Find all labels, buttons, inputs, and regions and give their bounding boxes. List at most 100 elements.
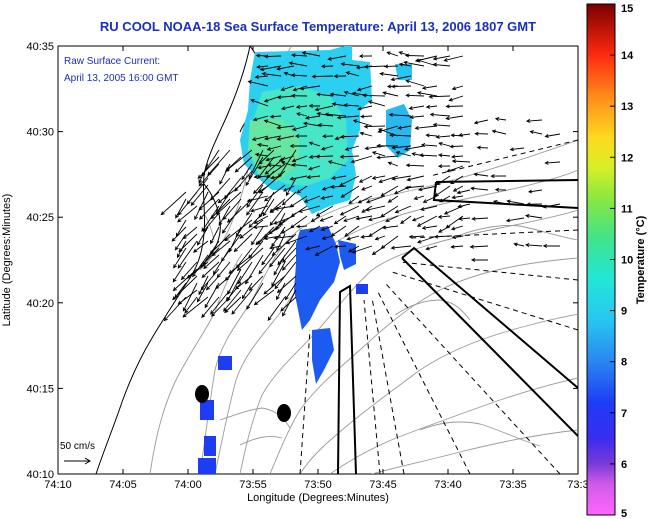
current-vector (437, 214, 451, 219)
current-vector (203, 254, 220, 270)
current-vector (173, 247, 187, 269)
current-vector (451, 235, 464, 240)
current-vector (397, 125, 412, 130)
current-vector (246, 184, 264, 208)
current-vector (257, 165, 269, 170)
current-vector (198, 163, 209, 184)
current-vector (284, 282, 297, 301)
current-vector (340, 134, 360, 139)
current-vector (247, 80, 269, 87)
current-vector (314, 105, 334, 112)
current-vector (457, 203, 471, 209)
current-vector (346, 235, 360, 241)
y-tick-label: 40:10 (26, 469, 54, 481)
current-vector (320, 195, 334, 200)
current-vector (437, 153, 451, 158)
current-vector (445, 104, 464, 109)
current-vector (233, 233, 253, 253)
current-vector (241, 163, 253, 181)
current-vector (302, 121, 321, 127)
current-vector (344, 225, 360, 237)
current-vector (382, 91, 399, 97)
current-vector (274, 205, 295, 211)
current-vector (345, 71, 360, 77)
current-vector (219, 163, 231, 185)
current-vector (458, 216, 471, 221)
current-vector (360, 185, 373, 191)
current-vector (266, 145, 282, 151)
x-tick-label: 74:00 (174, 479, 202, 491)
current-vector (264, 184, 286, 202)
current-vector (271, 233, 297, 256)
y-tick-label: 40:20 (26, 298, 54, 310)
current-vector (194, 191, 209, 221)
current-vector (388, 112, 412, 117)
current-vector (339, 154, 360, 159)
current-vector (296, 112, 308, 117)
current-vector (295, 224, 308, 229)
current-vector (469, 244, 489, 249)
current-vector (327, 55, 347, 61)
current-vector (251, 226, 264, 246)
current-vector (234, 156, 253, 173)
current-vector (308, 103, 321, 108)
current-vector (385, 215, 399, 223)
current-vector (290, 93, 308, 98)
x-tick-label: 73:55 (239, 479, 267, 491)
current-vector (261, 71, 282, 77)
current-vector (376, 155, 399, 160)
current-vector (224, 296, 242, 314)
current-vector (364, 145, 386, 151)
current-vector (276, 282, 286, 301)
colorbar-tick-label: 10 (621, 255, 633, 267)
y-axis: 40:10 40:15 40:20 40:25 40:30 40:35 (26, 41, 578, 481)
current-vector (256, 142, 269, 147)
current-vector (350, 155, 373, 164)
current-vector (239, 219, 264, 239)
current-vector (432, 55, 451, 61)
x-axis: 74:10 74:05 74:00 73:55 73:50 73:45 73:40 73:35… (44, 46, 589, 491)
current-vector (253, 215, 269, 224)
current-vector (450, 244, 464, 249)
sandy-hook (203, 183, 221, 261)
current-vector (525, 213, 543, 219)
current-vector (333, 244, 347, 249)
current-vector (271, 226, 286, 248)
current-vector (205, 275, 220, 291)
current-vector (339, 175, 360, 186)
current-vector (357, 195, 373, 204)
current-vector (327, 160, 347, 167)
current-vector (452, 185, 464, 192)
current-vector (432, 62, 451, 67)
current-vector (288, 61, 308, 67)
buoy-marker (195, 385, 209, 403)
current-vector (513, 242, 525, 247)
current-vector (400, 215, 412, 224)
current-vector (276, 125, 295, 130)
current-vector (245, 156, 264, 187)
colorbar-label: Temperature (°C) (635, 215, 647, 304)
current-vector (413, 195, 425, 200)
current-vector (289, 175, 308, 181)
current-vector (420, 205, 438, 211)
current-vector (253, 289, 275, 306)
current-vector (251, 135, 269, 142)
current-vector (451, 85, 464, 91)
current-vector (403, 145, 425, 151)
current-vector (374, 235, 386, 241)
current-vector (371, 245, 386, 256)
current-vector (387, 195, 399, 203)
current-vector (451, 159, 471, 164)
current-vector (271, 261, 286, 287)
current-vector (199, 198, 220, 220)
current-vector (281, 225, 295, 234)
current-vector (172, 268, 198, 292)
current-vector (264, 135, 282, 141)
current-vector (336, 115, 360, 120)
current-vector (273, 254, 286, 276)
current-vector (421, 225, 438, 230)
current-vector (450, 225, 464, 231)
current-vector (305, 245, 321, 251)
colorbar-tick-label: 6 (621, 459, 627, 471)
current-vector (411, 215, 425, 222)
